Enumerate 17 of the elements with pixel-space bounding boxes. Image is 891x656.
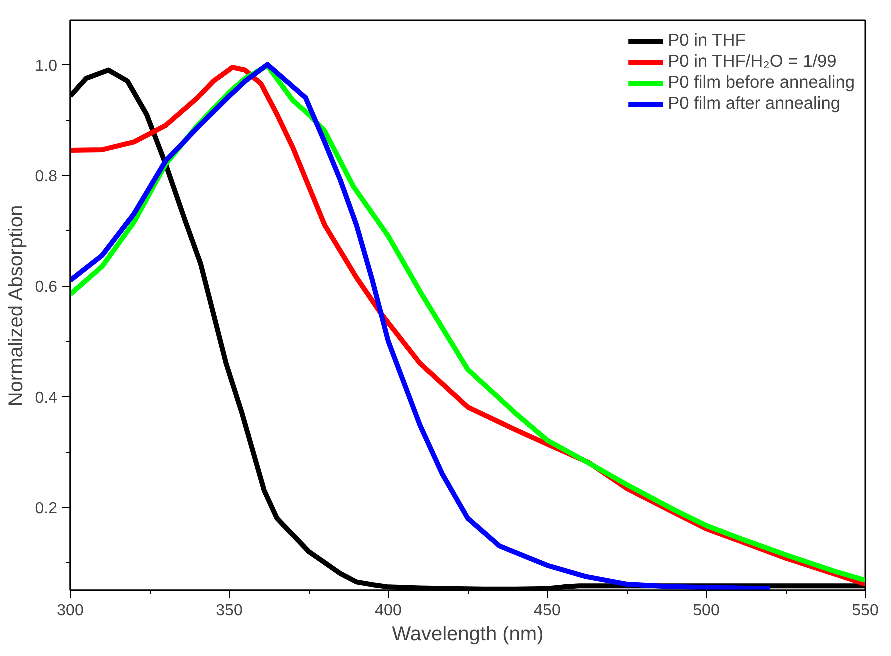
y-tick-label: 0.6 <box>35 279 58 296</box>
x-tick-label: 500 <box>693 602 720 620</box>
y-tick-label: 1.0 <box>35 58 58 75</box>
y-axis-title: Normalized Absorption <box>5 205 28 407</box>
x-axis-title: Wavelength (nm) <box>392 624 544 646</box>
x-tick-label: 400 <box>375 602 402 620</box>
legend-label: P0 in THF <box>668 30 746 51</box>
legend-label: P0 film before annealing <box>668 72 855 93</box>
x-tick-label: 300 <box>57 602 84 620</box>
y-tick-label: 0.8 <box>35 168 58 186</box>
x-tick-label: 550 <box>852 602 879 620</box>
legend-label: P0 in THF/H₂O = 1/99 <box>668 51 837 72</box>
y-tick-label: 0.2 <box>35 500 58 518</box>
legend-label: P0 film after annealing <box>668 93 841 114</box>
x-tick-label: 350 <box>216 602 243 620</box>
x-tick-label: 450 <box>534 602 561 620</box>
y-tick-label: 0.4 <box>35 390 58 407</box>
